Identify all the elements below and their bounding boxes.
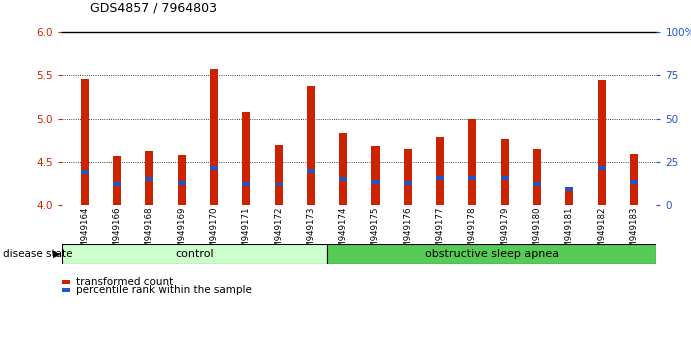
- Bar: [274, 183, 283, 187]
- Bar: [210, 166, 218, 170]
- Bar: [243, 182, 250, 185]
- Bar: [274, 144, 283, 205]
- Text: disease state: disease state: [3, 249, 73, 259]
- Text: transformed count: transformed count: [76, 277, 173, 287]
- Bar: [468, 119, 476, 205]
- Bar: [81, 170, 89, 174]
- Bar: [81, 79, 89, 205]
- Bar: [113, 182, 121, 185]
- Bar: [533, 149, 541, 205]
- Text: ▶: ▶: [53, 249, 60, 259]
- Bar: [598, 80, 605, 205]
- Bar: [598, 166, 605, 170]
- Bar: [436, 137, 444, 205]
- Bar: [404, 181, 412, 185]
- Bar: [436, 177, 444, 181]
- Bar: [630, 180, 638, 184]
- Bar: [630, 154, 638, 205]
- Bar: [372, 180, 379, 184]
- Bar: [339, 133, 347, 205]
- Bar: [243, 112, 250, 205]
- Bar: [210, 69, 218, 205]
- Bar: [404, 149, 412, 205]
- Bar: [339, 177, 347, 181]
- Bar: [327, 244, 656, 264]
- Bar: [145, 151, 153, 205]
- Text: percentile rank within the sample: percentile rank within the sample: [76, 285, 252, 295]
- Text: GDS4857 / 7964803: GDS4857 / 7964803: [90, 2, 217, 15]
- Bar: [500, 177, 509, 181]
- Bar: [565, 187, 574, 191]
- Bar: [178, 155, 186, 205]
- Bar: [307, 169, 315, 173]
- Bar: [533, 182, 541, 185]
- Bar: [145, 177, 153, 181]
- Bar: [372, 146, 379, 205]
- Bar: [500, 139, 509, 205]
- Bar: [565, 187, 574, 205]
- Text: control: control: [176, 249, 214, 259]
- Bar: [468, 176, 476, 179]
- Bar: [62, 244, 327, 264]
- Text: obstructive sleep apnea: obstructive sleep apnea: [425, 249, 559, 259]
- Bar: [307, 86, 315, 205]
- Bar: [113, 156, 121, 205]
- Bar: [178, 181, 186, 185]
